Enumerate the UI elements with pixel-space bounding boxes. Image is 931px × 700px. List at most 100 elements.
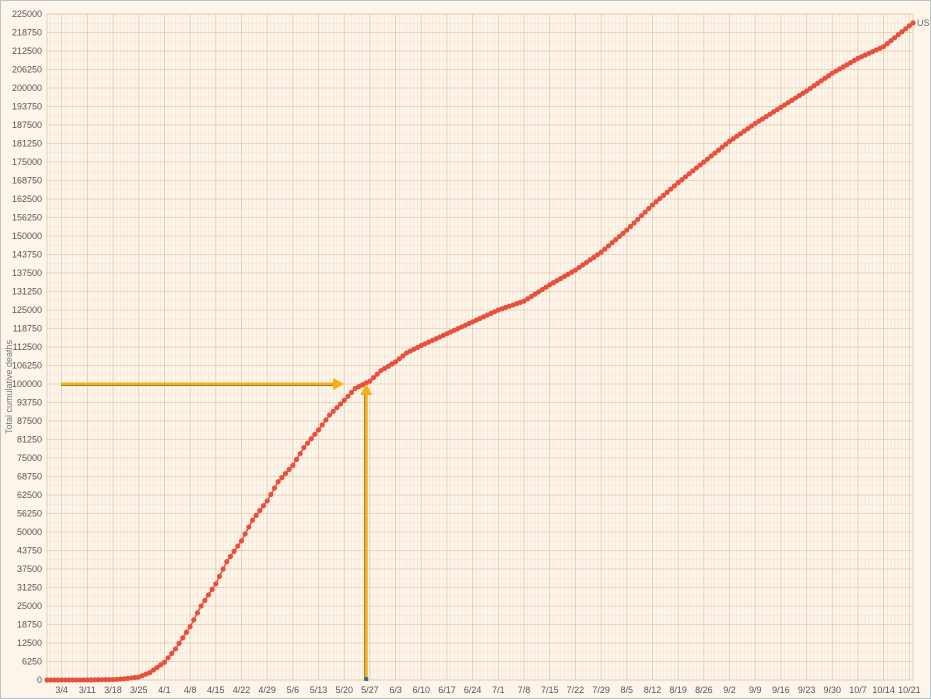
series-point: [664, 189, 670, 195]
series-point: [66, 677, 72, 683]
series-point: [194, 610, 201, 616]
y-tick-label: 118750: [13, 324, 42, 334]
series-point: [730, 136, 736, 142]
series-point: [235, 543, 241, 549]
series-point: [95, 677, 101, 683]
series-point: [242, 531, 248, 537]
x-tick-label: 4/8: [184, 685, 197, 695]
y-tick-label: 200000: [12, 83, 42, 93]
series-point: [238, 538, 245, 544]
annotation-arrows: [61, 378, 373, 681]
series-point: [77, 677, 83, 683]
series-point: [715, 147, 722, 153]
x-tick-label: 5/20: [335, 685, 353, 695]
series-point: [811, 83, 817, 89]
series-point: [910, 20, 916, 26]
series-point: [903, 26, 909, 32]
series-point: [616, 233, 623, 240]
series-point: [304, 440, 311, 446]
series-point: [906, 23, 912, 29]
series-point: [92, 677, 98, 683]
series-point: [246, 524, 252, 530]
y-tick-label: 143750: [12, 250, 42, 260]
x-tick-label: 3/25: [130, 685, 148, 695]
series-point: [624, 227, 630, 233]
x-tick-label: 7/29: [592, 685, 610, 695]
series-point: [169, 650, 175, 656]
y-tick-label: 62500: [17, 490, 42, 500]
series-point: [638, 213, 645, 219]
series-point: [580, 262, 586, 268]
series-point: [165, 655, 171, 661]
series-point: [209, 586, 215, 592]
series-point: [198, 603, 204, 609]
series-point: [62, 677, 68, 683]
series-point: [649, 202, 656, 208]
series-point: [73, 677, 79, 683]
series-point: [631, 220, 637, 226]
y-tick-label: 137500: [12, 268, 42, 278]
series-point: [657, 195, 663, 202]
series-point: [172, 646, 179, 652]
series-point: [158, 662, 164, 668]
x-tick-label: 6/24: [464, 685, 482, 695]
series-point: [396, 356, 402, 362]
series-point: [726, 138, 733, 144]
y-tick-label: 18750: [17, 620, 42, 630]
series-point: [147, 670, 153, 676]
y-axis-tick-labels: 0 6250 12500 18750 25000 31250 37500 43750 50000…: [12, 9, 42, 685]
series-point: [44, 677, 50, 683]
x-tick-label: 7/15: [541, 685, 559, 695]
x-tick-label: 7/22: [567, 685, 585, 695]
x-tick-label: 7/1: [492, 685, 505, 695]
series-point: [257, 507, 263, 514]
series-point: [308, 436, 314, 442]
x-tick-label: 10/14: [872, 685, 895, 695]
series-point: [686, 171, 692, 177]
series-point: [370, 374, 377, 381]
series-point: [330, 408, 336, 414]
y-tick-label: 112500: [13, 342, 42, 352]
y-tick-label: 56250: [17, 509, 42, 519]
series-point: [55, 677, 61, 683]
series-point: [374, 371, 380, 377]
x-tick-label: 10/7: [849, 685, 867, 695]
y-tick-label: 12500: [17, 638, 42, 648]
series-point: [572, 267, 579, 273]
x-tick-label: 7/8: [518, 685, 531, 695]
series-point: [635, 216, 641, 222]
x-tick-label: 9/9: [749, 685, 762, 695]
series-point: [326, 412, 333, 418]
y-tick-label: 175000: [12, 157, 42, 167]
series-point: [88, 677, 94, 683]
series-point: [51, 677, 57, 683]
x-tick-label: 10/21: [898, 685, 921, 695]
y-tick-label: 43750: [17, 546, 42, 556]
series-point: [323, 417, 329, 423]
series-point: [803, 88, 810, 94]
series-point: [59, 677, 65, 683]
series-point: [293, 456, 300, 463]
series-point: [279, 475, 285, 481]
series-point: [818, 78, 824, 84]
series-point: [741, 128, 747, 134]
series-point: [301, 445, 307, 451]
series-point: [290, 462, 296, 468]
x-tick-label: 8/19: [669, 685, 687, 695]
plot-border: [46, 13, 914, 681]
series-point: [620, 230, 626, 236]
series-point: [268, 491, 274, 498]
x-tick-label: 6/17: [438, 685, 456, 695]
y-tick-label: 225000: [12, 9, 42, 19]
y-tick-label: 150000: [12, 231, 42, 241]
series-point: [642, 209, 648, 215]
series-point: [202, 597, 208, 604]
series-point: [106, 677, 112, 683]
y-tick-label: 68750: [17, 472, 42, 482]
series-point: [334, 405, 340, 411]
series-point: [315, 427, 322, 433]
x-tick-label: 3/18: [104, 685, 122, 695]
x-tick-label: 4/29: [258, 685, 276, 695]
series-point: [899, 29, 905, 35]
series-point: [154, 664, 160, 671]
